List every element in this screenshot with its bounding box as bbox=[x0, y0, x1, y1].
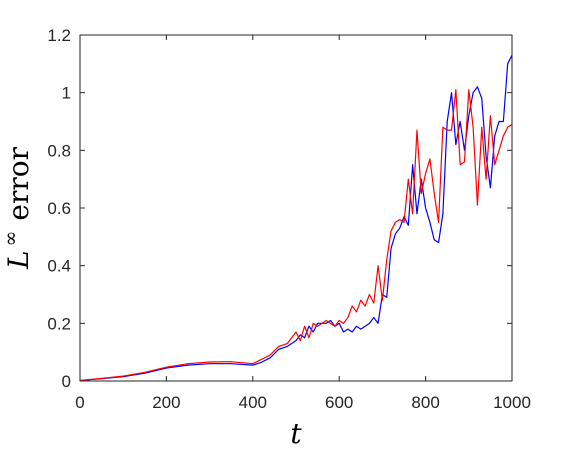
y-axis-title-word: error bbox=[2, 146, 35, 220]
x-tick-label: 800 bbox=[411, 393, 439, 412]
y-axis-title-symbol: L bbox=[2, 250, 35, 270]
y-tick-label: 1 bbox=[62, 84, 71, 103]
y-tick-label: 0 bbox=[62, 372, 71, 391]
plot-area bbox=[80, 35, 512, 381]
svg-text:L ∞ error: L ∞ error bbox=[0, 146, 35, 270]
y-tick-label: 0.8 bbox=[47, 141, 71, 160]
series-line-1 bbox=[79, 89, 513, 382]
y-axis-title-superscript: ∞ bbox=[0, 231, 22, 247]
x-tick-label: 600 bbox=[325, 393, 353, 412]
y-tick-label: 1.2 bbox=[47, 26, 71, 45]
x-axis-title: t bbox=[290, 417, 302, 450]
y-tick-label: 0.4 bbox=[47, 257, 71, 276]
x-tick-label: 1000 bbox=[493, 393, 531, 412]
y-tick-label: 0.6 bbox=[47, 199, 71, 218]
x-tick-label: 400 bbox=[239, 393, 267, 412]
ticks-layer: 0 200 400 600 800 1000 0 0.2 0.4 0.6 0.8 1 1.2 bbox=[47, 26, 531, 412]
y-axis-title: L ∞ error bbox=[0, 146, 35, 270]
x-tick-label: 0 bbox=[75, 393, 84, 412]
series-layer bbox=[79, 54, 513, 382]
x-tick-label: 200 bbox=[152, 393, 180, 412]
y-tick-label: 0.2 bbox=[47, 314, 71, 333]
